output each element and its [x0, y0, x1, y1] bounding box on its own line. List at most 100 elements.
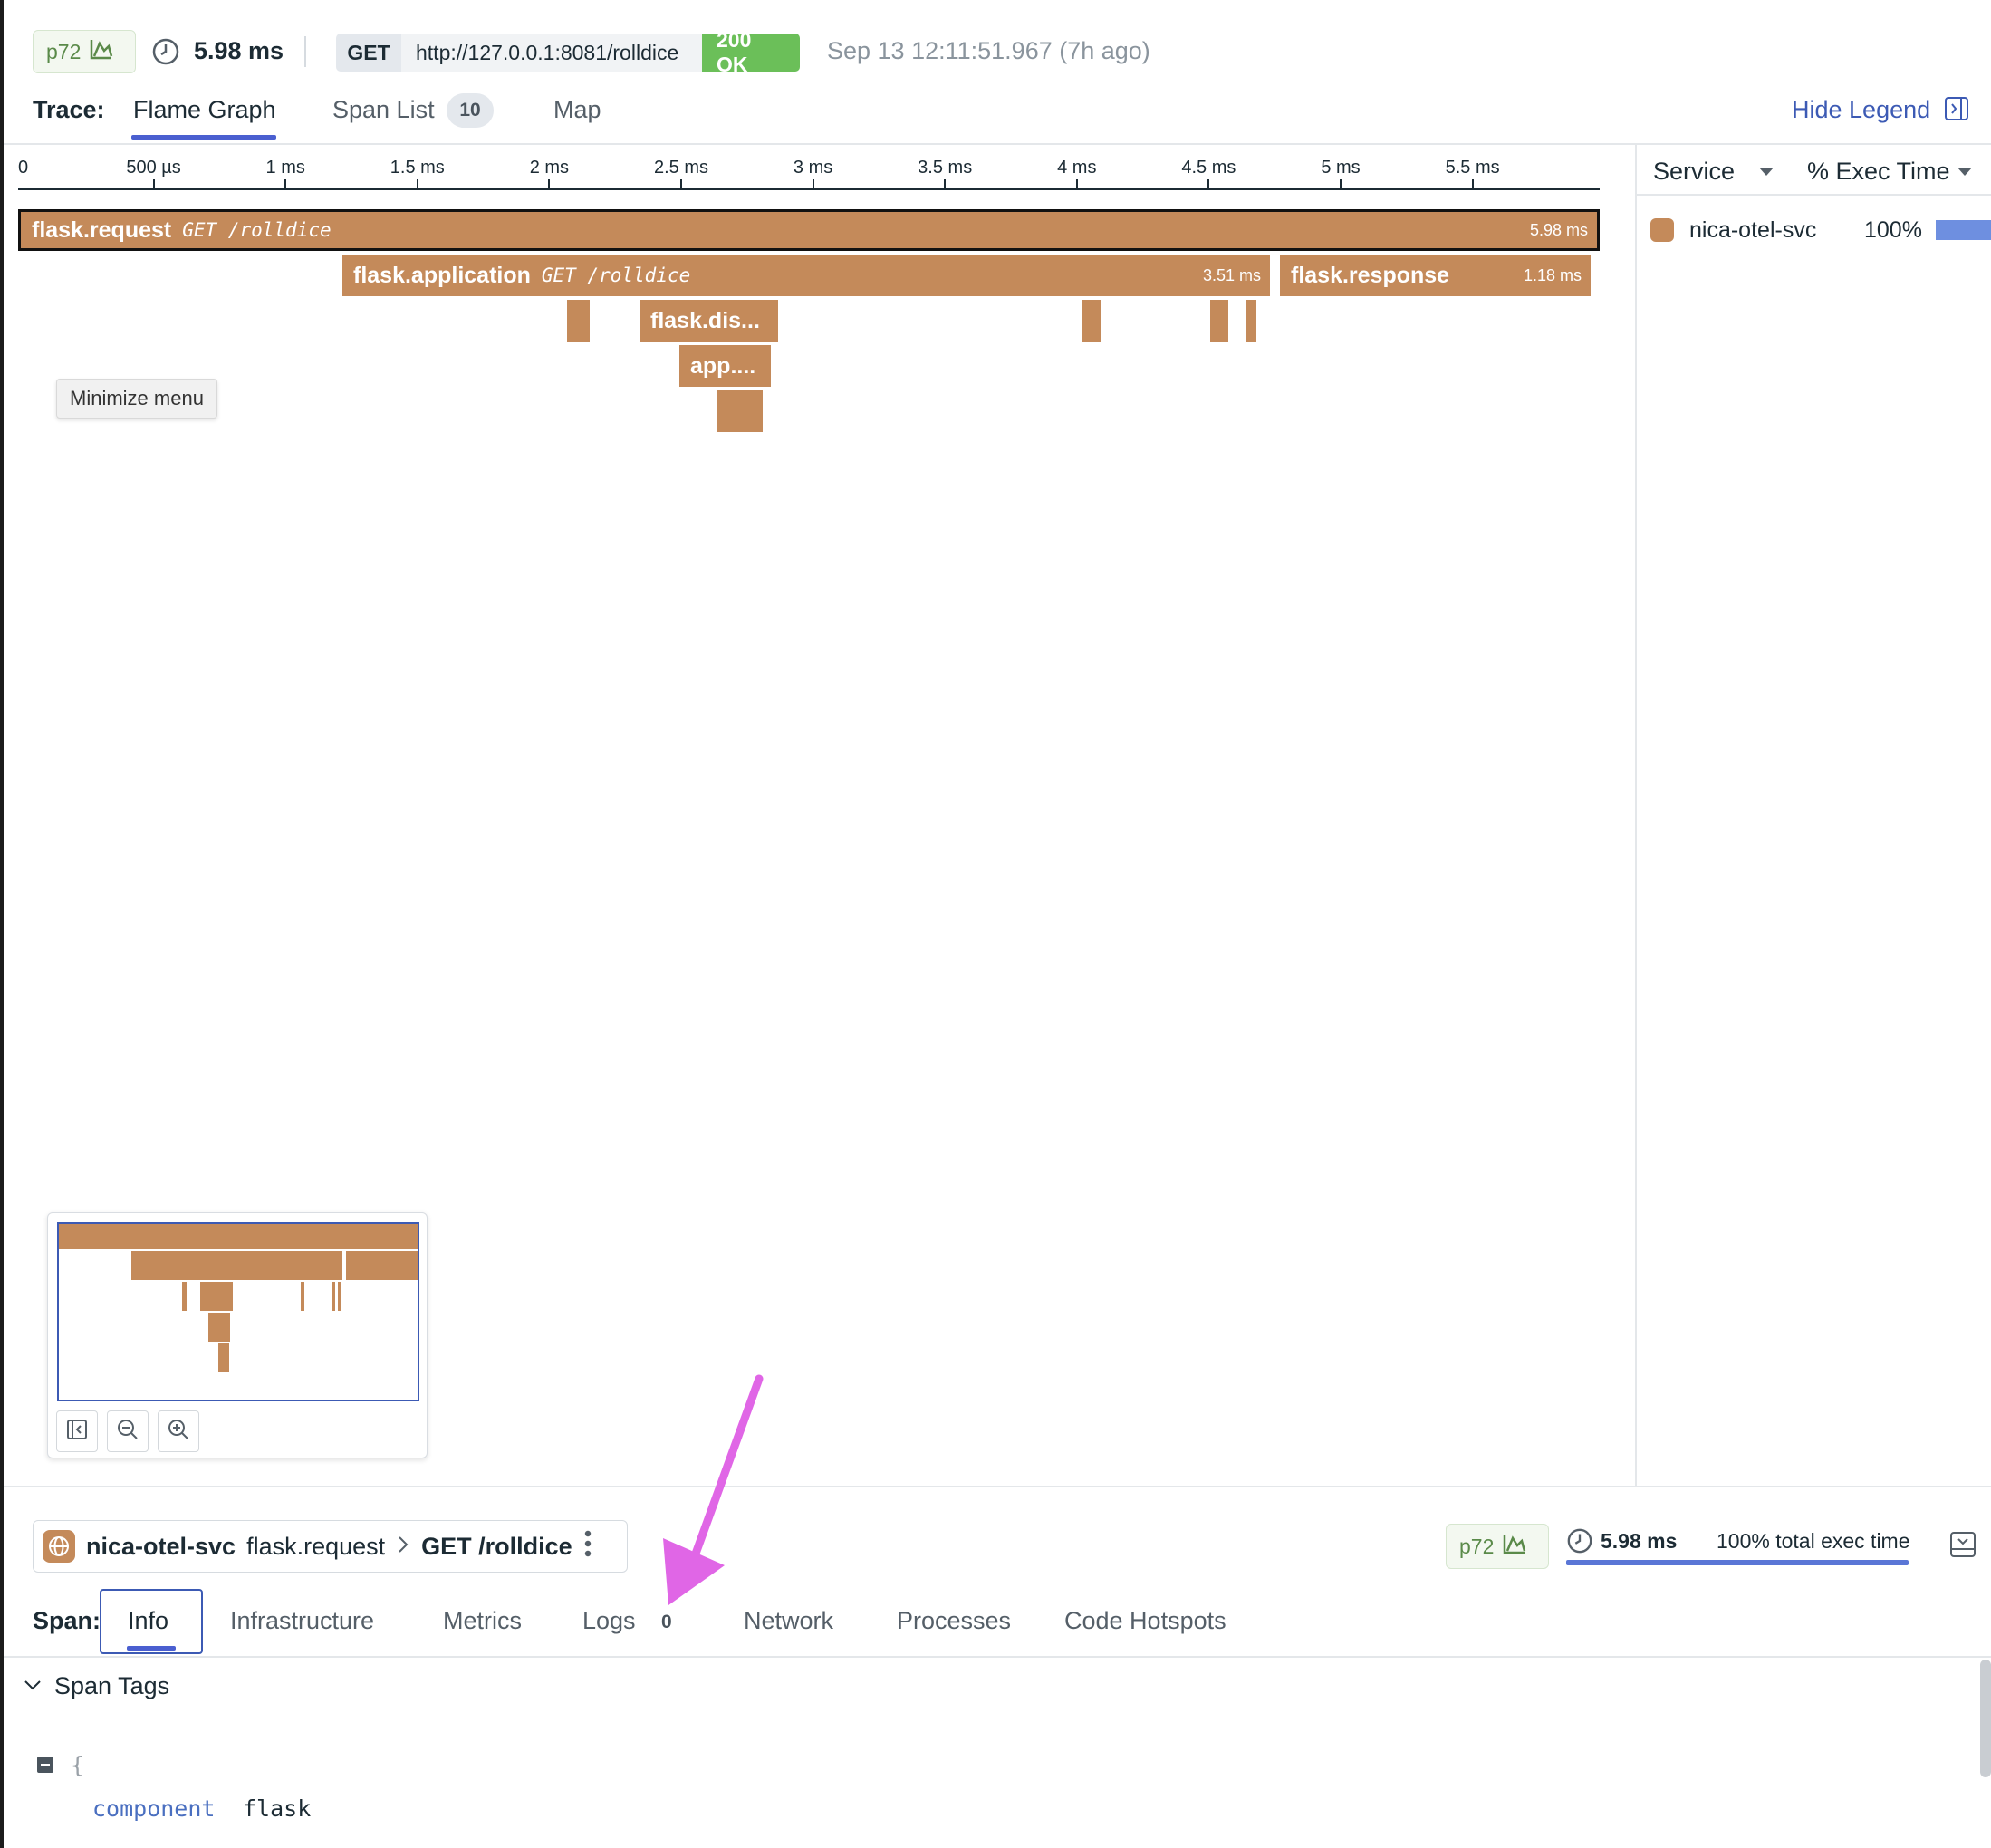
axis-tick — [1075, 179, 1078, 190]
axis-tick — [812, 179, 814, 190]
clock-icon — [151, 37, 180, 71]
axis-tick — [1207, 179, 1210, 190]
collapse-panel-icon[interactable] — [1944, 96, 1969, 126]
legend-header-divider — [1637, 194, 1991, 196]
axis-line — [18, 188, 1600, 190]
span-small[interactable] — [1246, 300, 1256, 342]
minimap-bar — [301, 1282, 304, 1311]
axis-tick-label: 3.5 ms — [918, 158, 973, 178]
span-small[interactable] — [717, 390, 763, 432]
span-flask-response[interactable]: flask.response 1.18 ms — [1280, 255, 1591, 296]
axis-tick — [152, 179, 155, 190]
crumb-resource: GET /rolldice — [421, 1532, 572, 1560]
active-tab-underline — [131, 135, 276, 140]
tab-logs[interactable]: Logs — [582, 1607, 636, 1634]
tab-code-hotspots[interactable]: Code Hotspots — [1064, 1607, 1226, 1634]
panel-duration: 5.98 ms — [1601, 1529, 1678, 1553]
zoom-out-icon — [116, 1418, 139, 1446]
axis-tick — [416, 179, 418, 190]
url-chip[interactable]: http://127.0.0.1:8081/rolldice — [401, 34, 702, 72]
minimap-bar — [208, 1313, 230, 1342]
chart-icon — [1503, 1533, 1526, 1560]
hide-legend-link[interactable]: Hide Legend — [1792, 96, 1931, 123]
logs-count-badge: 0 — [661, 1612, 672, 1632]
span-flask-dispatch[interactable]: flask.dis... — [640, 300, 778, 342]
axis-tick-label: 3 ms — [793, 158, 833, 178]
legend-exec-header[interactable]: % Exec Time — [1807, 158, 1950, 185]
scrollbar-thumb[interactable] — [1980, 1660, 1991, 1777]
crumb-service: nica-otel-svc — [86, 1532, 236, 1560]
panel-percentile-badge[interactable]: p72 — [1446, 1524, 1549, 1569]
span-tabs-divider — [4, 1656, 1991, 1658]
axis-tick-label: 1 ms — [265, 158, 305, 178]
percentile-label: p72 — [46, 39, 82, 63]
axis-tick-label: 4.5 ms — [1181, 158, 1236, 178]
tag-key: component — [92, 1795, 216, 1822]
minimap-bar — [131, 1251, 342, 1280]
span-flask-request[interactable]: flask.request GET /rolldice 5.98 ms — [18, 209, 1600, 251]
axis-tick-label: 0 — [18, 158, 29, 178]
axis-tick — [944, 179, 947, 190]
legend-service-header[interactable]: Service — [1653, 158, 1736, 185]
http-method-chip: GET — [336, 34, 401, 72]
zoom-in-button[interactable] — [158, 1410, 199, 1452]
minimap-bar — [346, 1251, 418, 1280]
minimap-bar — [218, 1343, 229, 1372]
chevron-down-icon[interactable] — [22, 1674, 43, 1700]
tab-infrastructure[interactable]: Infrastructure — [230, 1607, 375, 1634]
axis-tick-label: 2 ms — [529, 158, 570, 178]
axis-tick — [548, 179, 551, 190]
tab-span-list[interactable]: Span List — [332, 96, 435, 123]
minimap-collapse-button[interactable] — [56, 1410, 98, 1452]
caret-down-icon[interactable] — [1758, 166, 1775, 182]
tab-flame-graph[interactable]: Flame Graph — [133, 96, 276, 123]
exec-bar-track — [1936, 220, 1991, 240]
divider — [304, 36, 306, 67]
legend-service-name: nica-otel-svc — [1689, 217, 1817, 243]
span-app[interactable]: app.... — [679, 345, 771, 387]
tab-info[interactable]: Info — [128, 1607, 169, 1634]
minimap-viewport[interactable] — [57, 1222, 419, 1401]
annotation-arrow — [652, 1368, 779, 1617]
span-count-badge: 10 — [447, 93, 494, 128]
span-flask-application[interactable]: flask.application GET /rolldice 3.51 ms — [342, 255, 1270, 296]
span-name: flask.dis... — [650, 307, 760, 333]
minimap-bar — [332, 1282, 335, 1311]
zoom-out-button[interactable] — [107, 1410, 149, 1452]
tabs-divider — [4, 143, 1991, 145]
window-left-edge — [0, 0, 4, 1848]
active-tab-underline — [127, 1646, 176, 1651]
collapse-json-icon[interactable] — [37, 1757, 53, 1773]
span-breadcrumb[interactable]: nica-otel-svc flask.request GET /rolldic… — [33, 1520, 628, 1573]
tab-processes[interactable]: Processes — [897, 1607, 1012, 1634]
percentile-label: p72 — [1459, 1534, 1495, 1558]
span-tags-section-title[interactable]: Span Tags — [54, 1672, 170, 1699]
collapse-icon — [66, 1419, 88, 1445]
timestamp: Sep 13 12:11:51.967 (7h ago) — [827, 37, 1150, 64]
span-small[interactable] — [1082, 300, 1101, 342]
exec-time-bar — [1566, 1560, 1909, 1565]
trace-label: Trace: — [33, 96, 105, 123]
chart-icon — [90, 38, 113, 65]
span-duration: 1.18 ms — [1523, 265, 1582, 284]
tab-metrics[interactable]: Metrics — [443, 1607, 522, 1634]
minimap-bar — [182, 1282, 187, 1311]
percentile-badge[interactable]: p72 — [33, 30, 136, 73]
span-duration: 5.98 ms — [1529, 220, 1588, 239]
collapse-panel-icon[interactable] — [1949, 1531, 1977, 1563]
tag-value: flask — [243, 1795, 312, 1822]
tab-map[interactable]: Map — [553, 96, 601, 123]
span-resource: GET /rolldice — [541, 265, 691, 286]
axis-tick-label: 500 µs — [126, 158, 181, 178]
trace-duration: 5.98 ms — [194, 37, 284, 64]
crumb-operation: flask.request — [246, 1532, 386, 1560]
span-duration: 3.51 ms — [1202, 265, 1261, 284]
tab-network[interactable]: Network — [744, 1607, 834, 1634]
span-name: flask.response — [1291, 262, 1450, 288]
span-small[interactable] — [567, 300, 590, 342]
span-small[interactable] — [1210, 300, 1228, 342]
kebab-menu-icon[interactable] — [583, 1529, 592, 1564]
caret-down-icon[interactable] — [1957, 166, 1973, 182]
span-tabs-label: Span: — [33, 1607, 101, 1634]
chevron-right-icon — [396, 1533, 410, 1561]
